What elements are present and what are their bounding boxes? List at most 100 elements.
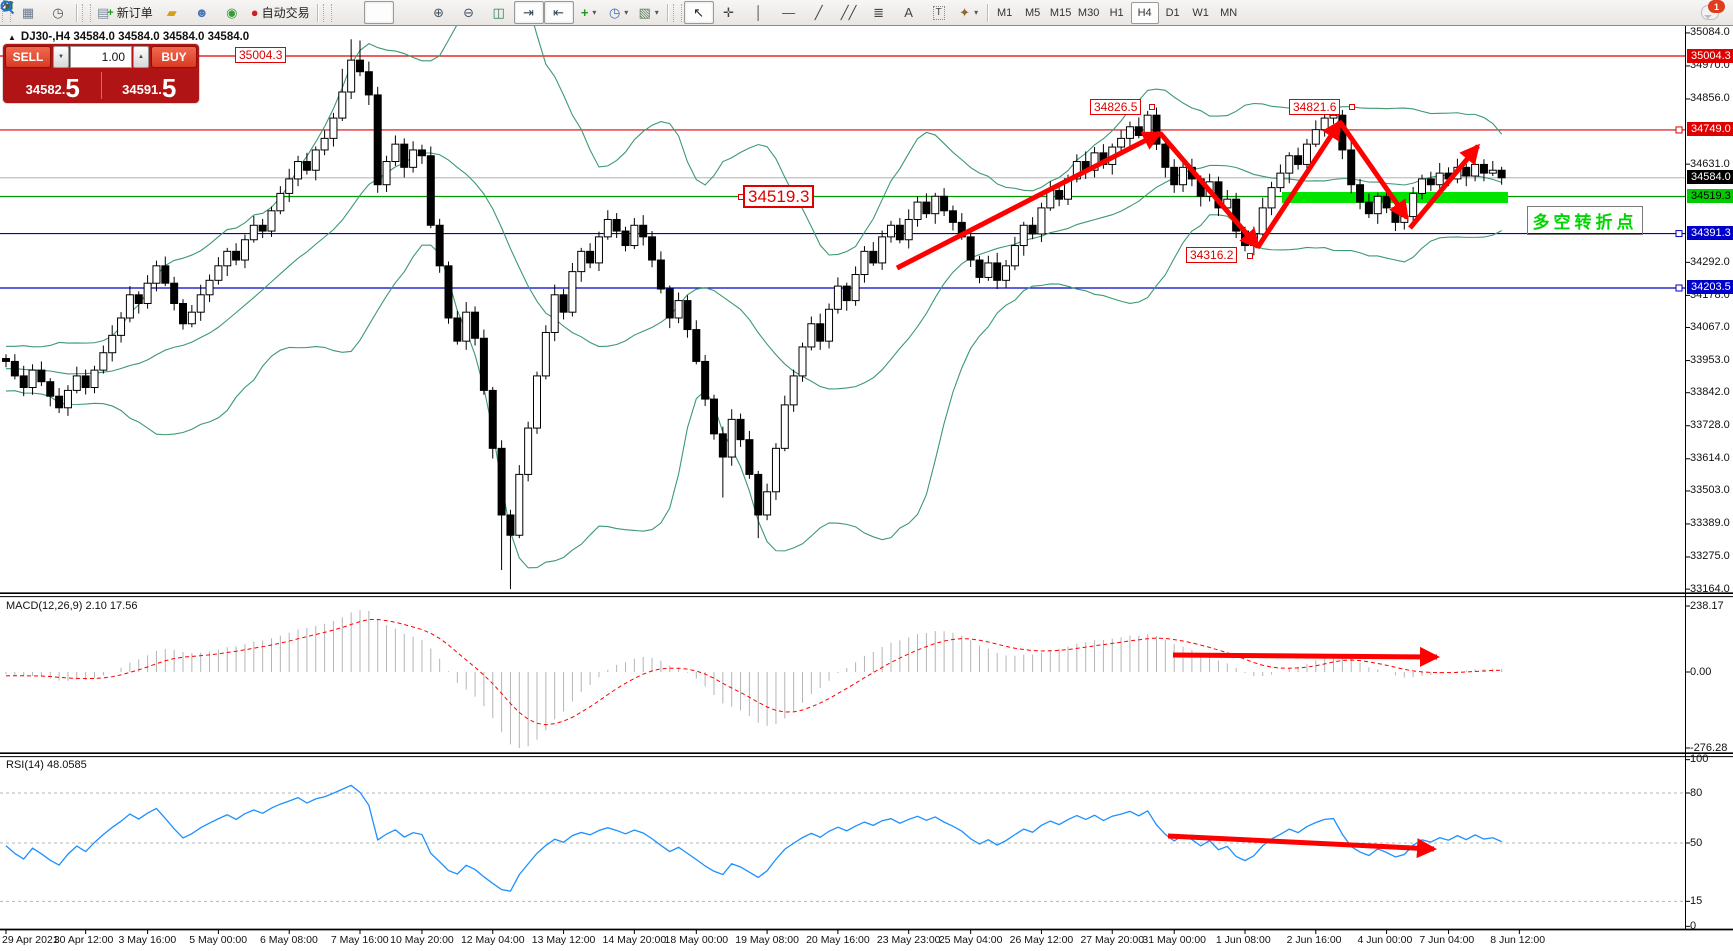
price-axis-tick: 34292.0	[1690, 255, 1730, 268]
indicators-button[interactable]: + ▾	[580, 5, 597, 20]
time-axis-label: 26 May 12:00	[1009, 934, 1074, 946]
crosshair-button[interactable]: ✛	[723, 5, 735, 20]
time-axis-label: 25 May 04:00	[938, 934, 1003, 946]
time-axis-label: 4 Jun 00:00	[1357, 934, 1413, 946]
volume-input[interactable]: 1.00	[70, 46, 132, 68]
templates-button[interactable]: ▧ ▾	[638, 5, 659, 20]
chart-shift-button[interactable]: ⇤	[543, 1, 574, 24]
equidistant-channel-button[interactable]: ╱╱	[840, 5, 857, 20]
history-center-icon[interactable]: ◷	[52, 5, 64, 20]
volume-increase-button[interactable]: ▲	[133, 46, 149, 68]
timeframe-m1[interactable]: M1	[996, 6, 1013, 19]
time-axis-label: 7 Jun 04:00	[1419, 934, 1475, 946]
volume-decrease-button[interactable]: ▼	[53, 46, 69, 68]
price-axis-badge: 34749.0	[1687, 122, 1733, 137]
one-click-trading-panel: SELL ▼ 1.00 ▲ BUY 34582. 5 34591. 5	[3, 44, 199, 103]
time-axis-label: 20 May 16:00	[806, 934, 870, 946]
candlestick-chart-button[interactable]	[1, 0, 394, 24]
signals-icon[interactable]: ◉	[226, 5, 238, 20]
toolbar-separator	[986, 3, 988, 22]
time-axis-label: 14 May 20:00	[602, 934, 667, 946]
time-axis-label: 18 May 00:00	[664, 934, 729, 946]
arrows-button[interactable]: ✦ ▾	[959, 5, 979, 20]
time-axis-label: 7 May 16:00	[330, 934, 389, 946]
collapse-triangle-icon[interactable]: ▲	[8, 32, 16, 42]
price-axis-badge: 34584.0	[1687, 170, 1733, 185]
price-axis-badge: 34391.3	[1687, 226, 1733, 241]
time-axis-label: 3 May 16:00	[118, 934, 177, 946]
search-button[interactable]	[0, 0, 1689, 24]
vertical-line-button[interactable]: │	[754, 5, 763, 20]
price-object-label: 35004.3	[235, 47, 287, 63]
rsi-label: RSI(14) 48.0585	[6, 759, 87, 771]
cursor-button[interactable]: ↖	[683, 1, 714, 24]
time-axis-label: 2 Jun 16:00	[1286, 934, 1342, 946]
notifications-button[interactable]: 1	[1695, 0, 1725, 24]
time-axis-label: 12 May 04:00	[460, 934, 525, 946]
toolbar-separator	[76, 3, 77, 22]
rsi-axis-label: 100	[1690, 753, 1709, 766]
time-axis-label: 19 May 08:00	[735, 934, 799, 946]
toolbar-separator	[316, 3, 318, 22]
zoom-in-button[interactable]: ⊕	[433, 5, 445, 20]
bar-chart-button[interactable]	[2, 1, 364, 24]
timeframe-mn[interactable]: MN	[1220, 6, 1238, 19]
new-order-button[interactable]: ▤ + 新订单	[97, 5, 153, 20]
price-object-label: 34826.5	[1090, 99, 1142, 115]
buy-button[interactable]: BUY	[151, 46, 197, 68]
sell-button[interactable]: SELL	[5, 46, 51, 68]
macd-axis-label: 0.00	[1690, 665, 1712, 678]
timeframe-m30[interactable]: M30	[1077, 6, 1100, 19]
macd-label: MACD(12,26,9) 2.10 17.56	[6, 600, 138, 612]
time-axis-label: 27 May 20:00	[1080, 934, 1145, 946]
toolbar-grip	[2, 3, 11, 22]
toolbar-grip	[672, 3, 682, 22]
sell-price[interactable]: 34582. 5	[25, 73, 80, 103]
toolbar-grip	[82, 3, 91, 22]
toolbar-separator	[666, 3, 668, 22]
time-axis-label: 31 May 00:00	[1142, 934, 1207, 946]
price-axis-tick: 34856.0	[1690, 92, 1730, 105]
timeframe-d1[interactable]: D1	[1165, 6, 1180, 19]
horizontal-line-button[interactable]: —	[782, 5, 796, 20]
buy-price[interactable]: 34591. 5	[122, 73, 177, 103]
price-axis-badge: 34203.5	[1687, 280, 1733, 295]
toolbar: ▦ ◷ ▤ + 新订单 ▰ ☻ ◉ ● 自动交易 ⊕ ⊖ ◫ ⇥ ⇤ + ▾ ◷ ▾ ▧ ▾ ↖ ✛ │ — ╱ ╱╱ ≣ A T ✦ ▾ M1…	[0, 0, 1733, 26]
toolbar-grip	[322, 3, 332, 22]
price-axis-tick: 35084.0	[1690, 26, 1730, 39]
quotes-gold-icon[interactable]: ▰	[166, 5, 177, 20]
time-axis-label: 5 May 00:00	[189, 934, 248, 946]
timeframe-m5[interactable]: M5	[1024, 6, 1041, 19]
trendline-button[interactable]: ╱	[814, 5, 823, 20]
auto-scroll-button[interactable]: ⇥	[513, 1, 544, 24]
time-axis-label: 30 Apr 12:00	[53, 934, 114, 946]
autotrading-button[interactable]: ● 自动交易	[250, 5, 310, 20]
rsi-axis-label: 50	[1690, 836, 1703, 849]
text-label-button[interactable]: T	[924, 1, 954, 24]
line-chart-button[interactable]	[0, 1, 424, 24]
price-axis-badge: 34519.3	[1687, 189, 1733, 203]
time-axis-label: 29 Apr 2021	[2, 934, 59, 946]
text-button[interactable]: A	[904, 5, 913, 20]
time-axis-label: 1 Jun 08:00	[1215, 934, 1271, 946]
price-divider	[100, 72, 102, 99]
community-icon[interactable]: ☻	[194, 5, 209, 20]
tile-windows-button[interactable]: ◫	[492, 5, 505, 20]
time-axis-label: 10 May 20:00	[390, 934, 454, 946]
price-axis-tick: 33953.0	[1690, 354, 1730, 367]
chart-title-text: DJ30-,H4 34584.0 34584.0 34584.0 34584.0	[20, 31, 250, 43]
timeframe-w1[interactable]: W1	[1192, 6, 1209, 19]
timeframe-h1[interactable]: H1	[1109, 6, 1124, 19]
rsi-axis-label: 0	[1690, 919, 1697, 932]
zoom-out-button[interactable]: ⊖	[463, 5, 475, 20]
timeframe-m15[interactable]: M15	[1049, 6, 1072, 19]
fibonacci-button[interactable]: ≣	[873, 5, 885, 20]
price-axis-tick: 33164.0	[1690, 582, 1730, 595]
charts-icon[interactable]: ▦	[21, 5, 35, 20]
timeframe-h4[interactable]: H4	[1130, 1, 1159, 24]
price-object-label: 34821.6	[1289, 99, 1341, 115]
periods-button[interactable]: ◷ ▾	[608, 5, 629, 20]
notification-badge: 1	[1708, 0, 1725, 13]
price-axis-tick: 33503.0	[1690, 484, 1730, 497]
